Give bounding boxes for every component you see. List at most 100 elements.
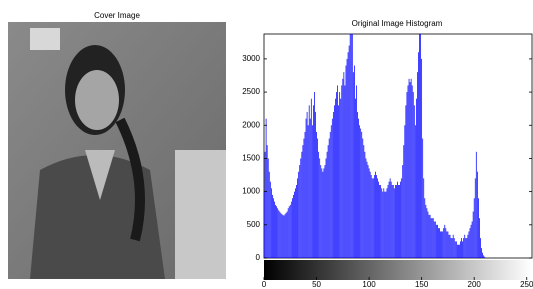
histogram-bar [320,165,321,258]
histogram-bar [430,215,431,258]
histogram-bar [314,92,315,258]
histogram-bar [288,208,289,258]
histogram-bar [292,198,293,258]
histogram-bar [386,192,387,258]
histogram-bar [458,245,459,258]
histogram-bar [396,185,397,258]
histogram-bar [392,185,393,258]
histogram-bar [391,182,392,258]
histogram-bar [317,139,318,258]
histogram-bar [270,182,271,258]
histogram-bar [346,66,347,258]
histogram-bar [431,218,432,258]
histogram-bar [335,99,336,258]
histogram-bar [373,178,374,258]
histogram-bar [484,257,485,258]
histogram-bar [321,168,322,258]
histogram-bar [425,205,426,258]
histogram-bar [407,92,408,258]
histogram-bar [360,129,361,258]
x-tick-label: 250 [520,280,533,289]
histogram-bar [291,202,292,258]
histogram-bar [453,235,454,258]
y-tick-label: 3000 [242,54,260,63]
histogram-bar [480,238,481,258]
histogram-bar [466,238,467,258]
histogram-bar [482,253,483,258]
x-tick-label: 50 [312,280,321,289]
histogram-bar [463,238,464,258]
histogram-bar [296,185,297,258]
histogram-bar [419,34,420,258]
histogram-bar [354,66,355,258]
histogram-bar [322,172,323,258]
y-tick-label: 2000 [242,120,260,129]
histogram-bar [326,158,327,258]
histogram-bar [266,119,267,258]
histogram-bar [450,235,451,258]
histogram-bar [271,188,272,258]
histogram-bar [459,245,460,258]
y-tick-label: 2500 [242,87,260,96]
histogram-bar [350,34,351,258]
histogram-bar [303,145,304,258]
histogram-bar [301,152,302,258]
histogram-bar [422,139,423,258]
histogram-bar [332,119,333,258]
histogram-bar [280,213,281,258]
x-tick-label: 100 [362,280,376,289]
histogram-bar [382,192,383,258]
histogram-bar [400,182,401,258]
histogram-bar [375,172,376,258]
histogram-bar [279,212,280,258]
histogram-bar [315,112,316,258]
histogram-bar [469,231,470,258]
histogram-bar [413,92,414,258]
histogram-bar [267,145,268,258]
histogram-bar [295,188,296,258]
histogram-bar [311,99,312,258]
histogram-bar [415,125,416,258]
histogram-bar [289,206,290,258]
histogram-bar [384,192,385,258]
histogram-bar [435,221,436,258]
histogram-bar [442,231,443,258]
histogram-bar [411,79,412,258]
y-tick-label: 1500 [242,154,260,163]
histogram-bar [341,85,342,258]
histogram-bar [363,145,364,258]
histogram-bar [366,158,367,258]
histogram-bar [440,231,441,258]
histogram-bar [285,214,286,258]
histogram-bar [420,34,421,258]
histogram-bar [278,210,279,258]
histogram-bar [381,188,382,258]
histogram-bar [445,228,446,258]
histogram-bar [377,178,378,258]
histogram-bar [297,178,298,258]
histogram-bar [299,165,300,258]
histogram-bar [358,119,359,258]
histogram-bar [286,213,287,258]
histogram-bar [427,208,428,258]
histogram-bar [331,125,332,258]
histogram-bar [369,168,370,258]
histogram-bar [452,238,453,258]
histogram-bar [443,228,444,258]
histogram-bar [460,241,461,258]
histogram-bar [290,205,291,258]
histogram-bar [429,215,430,258]
histogram-bar [334,105,335,258]
histogram-bar [355,99,356,258]
histogram-bar [312,125,313,258]
colorbar [264,260,532,280]
x-tick-label: 200 [468,280,482,289]
histogram-bar [352,34,353,258]
histogram-bar [357,112,358,258]
histogram-bar [276,206,277,258]
histogram-bar [465,238,466,258]
histogram-bar [471,225,472,258]
histogram-bar [368,165,369,258]
histogram-bar [451,238,452,258]
histogram-bar [309,105,310,258]
